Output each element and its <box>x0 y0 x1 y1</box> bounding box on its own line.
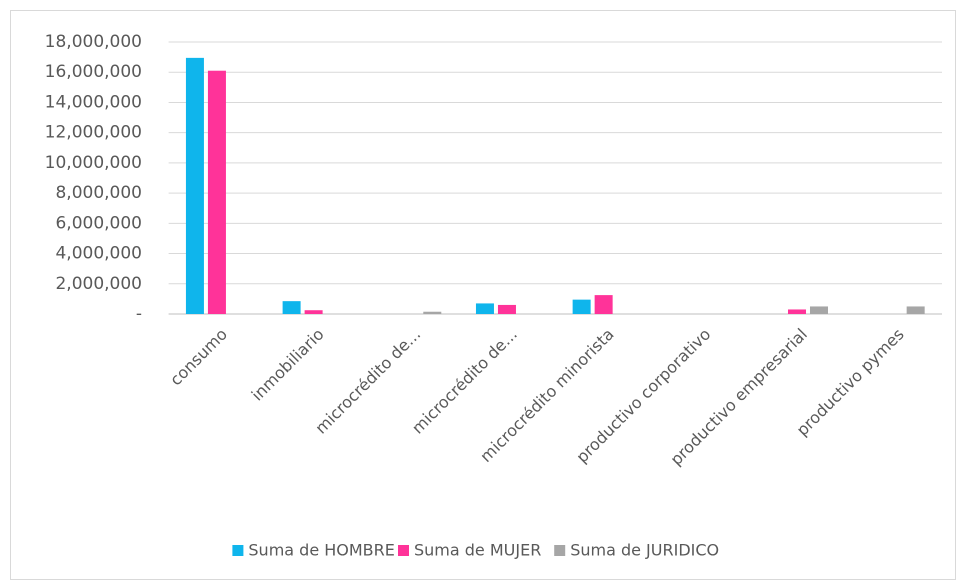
bar <box>906 306 925 314</box>
legend-label: Suma de JURIDICO <box>570 541 719 560</box>
y-tick-label: - <box>136 304 142 324</box>
legend-label: Suma de MUJER <box>414 541 541 560</box>
bar <box>304 310 323 314</box>
bar <box>423 311 442 314</box>
bar <box>497 304 516 314</box>
y-tick-label: 10,000,000 <box>45 153 142 173</box>
legend-label: Suma de HOMBRE <box>248 541 395 560</box>
bar <box>185 57 204 314</box>
bar <box>809 306 828 314</box>
legend-swatch <box>398 545 409 556</box>
bar <box>572 299 591 314</box>
y-tick-label: 18,000,000 <box>45 32 142 52</box>
y-tick-label: 16,000,000 <box>45 62 142 82</box>
bar <box>282 301 301 314</box>
y-tick-label: 2,000,000 <box>55 274 142 294</box>
chart-area <box>10 10 956 580</box>
bar <box>207 70 226 314</box>
legend-swatch <box>554 545 566 556</box>
y-tick-label: 14,000,000 <box>45 92 142 112</box>
bar <box>787 309 806 314</box>
bar <box>594 295 613 314</box>
y-tick-label: 8,000,000 <box>55 183 142 203</box>
legend-swatch <box>232 545 244 556</box>
y-tick-label: 6,000,000 <box>55 213 142 233</box>
y-tick-label: 12,000,000 <box>45 123 142 143</box>
y-tick-label: 4,000,000 <box>55 244 142 264</box>
bar <box>475 303 494 314</box>
